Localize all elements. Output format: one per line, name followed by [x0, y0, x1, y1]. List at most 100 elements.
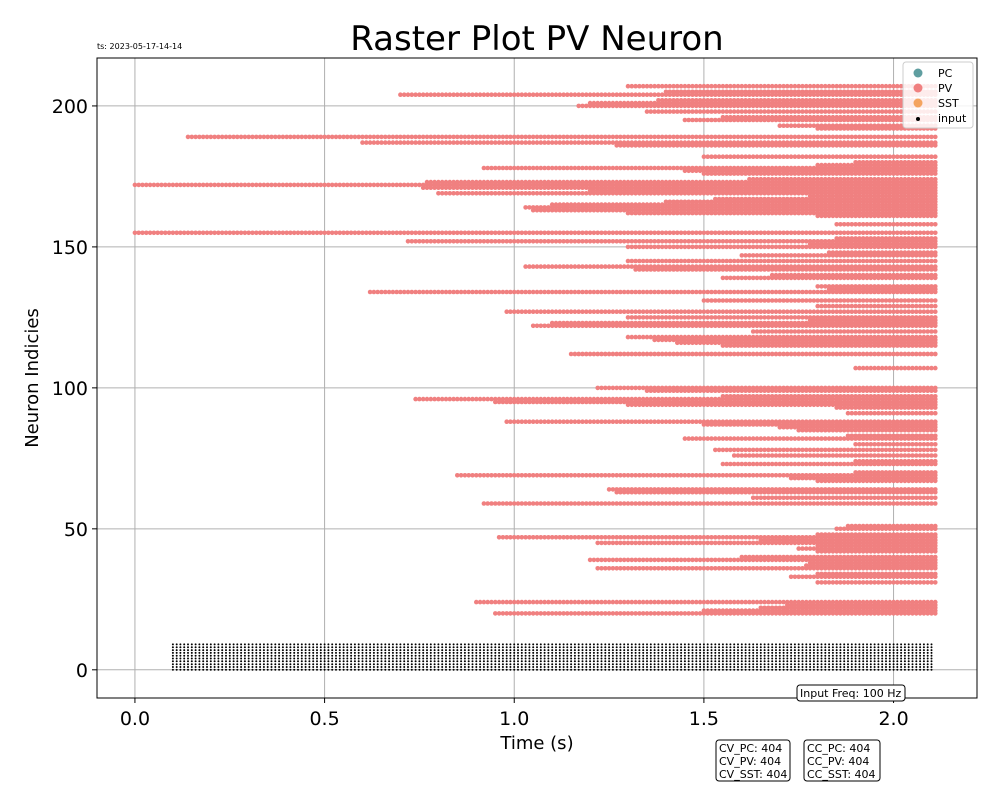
input-spike [247, 651, 250, 654]
pv-spike [887, 532, 893, 537]
pv-spike [716, 501, 722, 506]
pv-spike [724, 557, 729, 563]
input-spike [346, 646, 349, 649]
input-spike [361, 668, 364, 671]
pv-spike [523, 535, 528, 540]
pv-spike [565, 501, 570, 506]
input-spike [778, 651, 781, 654]
input-spike [725, 646, 728, 649]
input-spike [479, 643, 482, 646]
input-spike [847, 643, 849, 646]
input-spike [259, 660, 262, 663]
input-spike [179, 663, 182, 666]
input-spike [752, 651, 755, 654]
pv-spike [603, 557, 608, 563]
input-spike [566, 643, 569, 646]
pv-spike [633, 566, 638, 571]
pv-spike [796, 554, 801, 560]
pv-spike [830, 487, 836, 492]
input-spike [486, 654, 489, 657]
pv-spike [709, 419, 714, 425]
input-spike [680, 666, 683, 668]
input-spike [649, 643, 652, 646]
input-spike [756, 654, 758, 657]
pv-spike [804, 495, 809, 501]
input-spike [683, 663, 686, 666]
input-spike [809, 654, 812, 657]
input-spike [463, 646, 466, 649]
pv-spike [838, 599, 843, 605]
pv-spike [587, 419, 593, 425]
input-spike [699, 649, 702, 652]
pv-spike [606, 419, 612, 425]
pv-spike [637, 599, 642, 605]
input-spike [672, 666, 675, 668]
pv-spike [845, 487, 851, 492]
input-spike [729, 654, 732, 657]
pv-spike [910, 580, 915, 585]
input-spike [524, 657, 527, 660]
input-spike [824, 654, 827, 657]
input-spike [323, 666, 326, 668]
pv-spike [853, 495, 858, 501]
pv-spike [511, 419, 517, 425]
pv-spike [697, 487, 703, 492]
input-spike [630, 663, 633, 666]
input-spike [259, 666, 262, 668]
pv-spike [887, 442, 893, 447]
input-spike [729, 646, 732, 649]
pv-spike [815, 473, 820, 478]
pv-spike [902, 523, 908, 529]
input-spike [532, 666, 535, 668]
pv-spike [618, 473, 623, 478]
input-spike [646, 649, 648, 652]
input-spike [225, 668, 227, 671]
input-spike [285, 646, 288, 649]
pv-spike [917, 453, 923, 458]
input-spike [407, 657, 409, 660]
pv-spike [815, 461, 820, 467]
input-spike [187, 651, 189, 654]
pv-spike [697, 611, 703, 616]
input-spike [786, 654, 789, 657]
pv-spike [773, 419, 779, 425]
pv-spike [925, 453, 930, 458]
input-spike [505, 660, 508, 663]
input-spike [892, 657, 895, 660]
input-spike [596, 646, 599, 649]
input-spike [869, 643, 872, 646]
input-spike [467, 651, 470, 654]
input-spike [331, 646, 334, 649]
input-spike [281, 668, 284, 671]
input-spike [551, 657, 554, 660]
pv-spike [849, 580, 855, 585]
input-spike [900, 663, 903, 666]
input-spike [862, 668, 865, 671]
pv-spike [709, 535, 714, 540]
pv-spike [713, 501, 718, 506]
input-spike [922, 646, 925, 649]
pv-spike [572, 611, 578, 616]
pv-spike [580, 473, 585, 478]
pv-spike [860, 532, 866, 537]
pv-spike [678, 540, 684, 546]
input-spike [206, 663, 208, 666]
input-spike [418, 643, 421, 646]
input-spike [812, 651, 815, 654]
pv-spike [754, 501, 760, 506]
input-spike [335, 657, 337, 660]
input-spike [797, 646, 800, 649]
pv-spike [921, 554, 927, 560]
input-spike [816, 660, 819, 663]
input-spike [862, 643, 865, 646]
input-spike [437, 660, 440, 663]
pv-spike [815, 599, 820, 605]
input-spike [706, 654, 709, 657]
input-spike [372, 657, 375, 660]
pv-spike [883, 571, 889, 577]
pv-spike [523, 473, 528, 478]
input-spike [642, 651, 645, 654]
input-spike [198, 666, 201, 668]
input-spike [232, 651, 235, 654]
input-spike [695, 654, 698, 657]
